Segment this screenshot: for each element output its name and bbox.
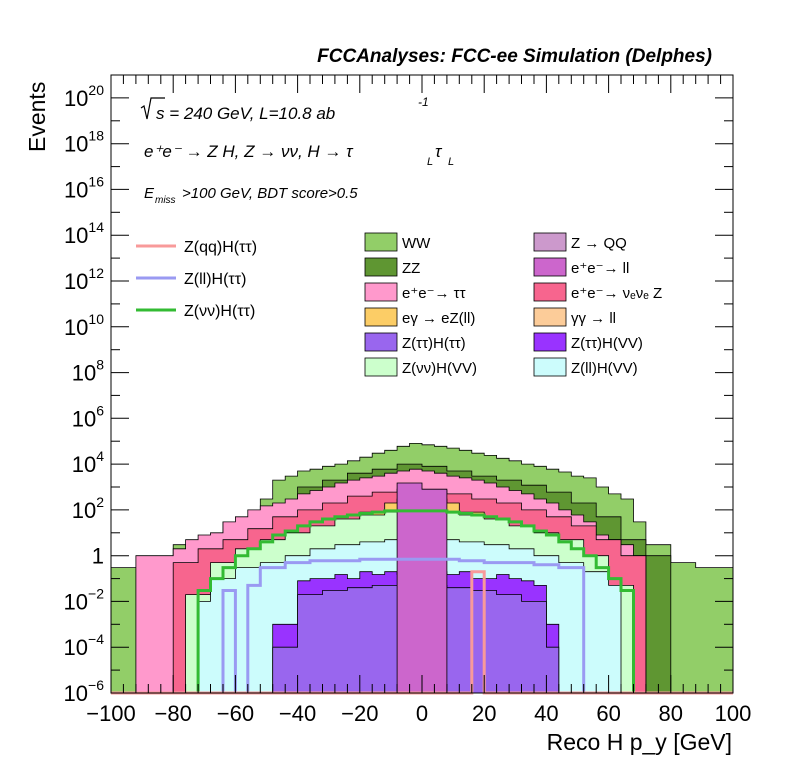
process-sub-2: L: [448, 156, 454, 168]
x-tick-label: 80: [659, 701, 683, 726]
cut-miss: miss: [155, 195, 176, 206]
x-tick-label: 40: [534, 701, 558, 726]
y-axis-label: Events: [24, 82, 50, 152]
x-tick-label: 20: [472, 701, 496, 726]
legend-swatch: [533, 282, 567, 302]
legend-label: γγ → ll: [571, 310, 616, 327]
legend-label: e⁺e⁻→ ττ: [402, 285, 466, 302]
signal-legend-label: Z(qq)H(ττ): [184, 239, 257, 256]
legend-swatch: [364, 332, 398, 352]
y-tick-label: 1016: [64, 173, 104, 202]
legend-swatch: [364, 257, 398, 277]
x-tick-label: 100: [715, 701, 752, 726]
cut-e: E: [144, 185, 155, 202]
signal-curve-0: [111, 509, 733, 695]
legend-label: Z(ττ)H(VV): [571, 335, 643, 352]
legend-label: Z(ττ)H(ττ): [402, 335, 466, 352]
legend-label: ZZ: [402, 260, 420, 277]
plot-title: FCCAnalyses: FCC-ee Simulation (Delphes): [317, 46, 712, 67]
legend-label: Z(ll)H(VV): [571, 360, 638, 377]
process-text: e⁺e⁻ → Z H, Z → νν, H → τ: [144, 142, 354, 161]
x-tick-label: 0: [416, 701, 428, 726]
x-tick-label: −100: [86, 701, 136, 726]
y-tick-label: 1012: [64, 265, 104, 294]
signal-legend: Z(qq)H(ττ) Z(ll)H(ττ) Z(νν)H(ττ): [136, 239, 257, 320]
y-tick-label: 1010: [64, 311, 104, 340]
legend-swatch: [533, 232, 567, 252]
y-tick-label: 1020: [64, 82, 104, 111]
legend-swatch: [364, 232, 398, 252]
legend-label: WW: [402, 235, 431, 252]
y-tick-label: 108: [72, 357, 104, 386]
y-tick-label: 1018: [64, 128, 104, 157]
x-tick-label: −80: [155, 701, 192, 726]
legend-label: e⁺e⁻→ ll: [571, 260, 629, 277]
legend-swatch: [533, 257, 567, 277]
legend-swatch: [533, 332, 567, 352]
background-legend: WW Z → QQ ZZ e⁺e⁻→ ll e⁺e⁻→ ττ e⁺e⁻→ νₑνₑ Z eγ…: [364, 232, 662, 377]
y-tick-labels: 10−6 10−4 10−2 1 102 104 106 108 1010 1012 1014 101…: [64, 82, 105, 706]
legend-swatch: [533, 307, 567, 327]
x-tick-label: −60: [217, 701, 254, 726]
y-tick-label: 10−4: [64, 631, 105, 660]
y-tick-label: 10−2: [64, 585, 105, 614]
x-tick-label: −20: [341, 701, 378, 726]
signal-legend-label: Z(ll)H(ττ): [184, 271, 246, 288]
legend-label: e⁺e⁻→ νₑνₑ Z: [571, 285, 662, 302]
legend-swatch: [533, 357, 567, 377]
x-axis-label: Reco H p_y [GeV]: [547, 729, 732, 755]
background-stack: [110, 443, 734, 694]
energy-exponent: -1: [418, 95, 429, 109]
signal-legend-label: Z(νν)H(ττ): [184, 303, 255, 320]
x-tick-label: 60: [596, 701, 620, 726]
legend-swatch: [364, 282, 398, 302]
legend-swatch: [364, 307, 398, 327]
y-tick-label: 1: [92, 544, 104, 569]
energy-text: s = 240 GeV, L=10.8 ab: [156, 104, 335, 123]
legend-label: Z(νν)H(VV): [402, 360, 477, 377]
legend-label: eγ → eZ(ll): [402, 310, 475, 327]
x-tick-label: −40: [279, 701, 316, 726]
y-tick-label: 106: [72, 402, 104, 431]
legend-label: Z → QQ: [571, 235, 627, 252]
cut-annotation: E miss >100 GeV, BDT score>0.5: [144, 185, 358, 206]
process-tau-2: τ: [435, 142, 443, 161]
sqrt-symbol: [140, 97, 165, 120]
y-tick-label: 104: [72, 448, 104, 477]
legend-swatch: [364, 357, 398, 377]
y-tick-label: 1014: [64, 219, 104, 248]
cut-rest: >100 GeV, BDT score>0.5: [182, 185, 358, 202]
y-tick-label: 10−6: [64, 677, 105, 706]
process-sub-1: L: [427, 156, 433, 168]
x-tick-labels: −100 −80 −60 −40 −20 0 20 40 60 80 100: [86, 701, 751, 726]
axis-ticks: [110, 74, 734, 694]
y-tick-label: 102: [72, 494, 104, 523]
energy-annotation: s = 240 GeV, L=10.8 ab -1: [140, 95, 429, 123]
process-annotation: e⁺e⁻ → Z H, Z → νν, H → τ L τ L: [144, 142, 454, 168]
